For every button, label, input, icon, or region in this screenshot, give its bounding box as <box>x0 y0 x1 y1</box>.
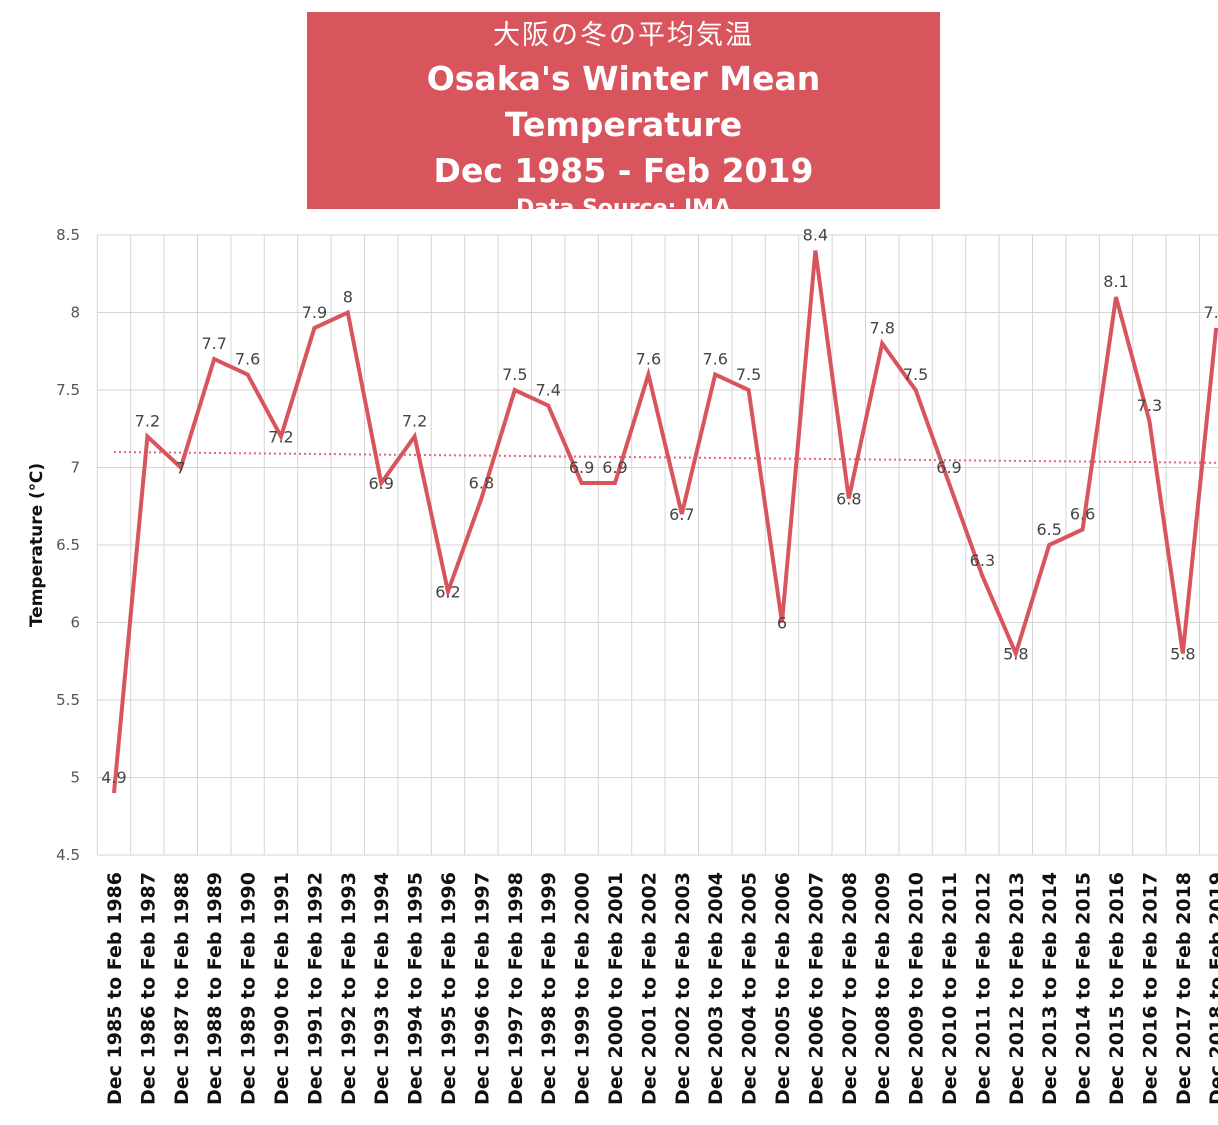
data-label: 7.9 <box>1203 303 1218 322</box>
x-tick-label: Dec 1995 to Feb 1996 <box>438 872 460 1105</box>
data-label: 6.9 <box>602 458 627 477</box>
x-tick-label: Dec 1993 to Feb 1994 <box>371 872 393 1105</box>
data-label: 7.6 <box>702 350 727 369</box>
data-label: 5.8 <box>1170 645 1195 664</box>
data-label: 8.4 <box>803 226 828 245</box>
x-tick-label: Dec 1987 to Feb 1988 <box>171 872 193 1105</box>
x-tick-label: Dec 2012 to Feb 2013 <box>1006 872 1028 1105</box>
data-label: 6.9 <box>368 474 393 493</box>
x-tick-label: Dec 1991 to Feb 1992 <box>304 872 326 1105</box>
x-tick-label: Dec 1990 to Feb 1991 <box>271 872 293 1105</box>
title-data-source: Data Source: JMA <box>515 196 732 221</box>
x-tick-label: Dec 1996 to Feb 1997 <box>471 872 493 1105</box>
y-tick-label: 6.5 <box>56 536 80 554</box>
data-label: 7.5 <box>502 365 527 384</box>
x-tick-label: Dec 1997 to Feb 1998 <box>505 872 527 1105</box>
x-tick-label: Dec 2006 to Feb 2007 <box>805 872 827 1105</box>
chart-grid <box>96 234 1218 856</box>
data-label: 6.8 <box>836 490 861 509</box>
x-tick-label: Dec 2004 to Feb 2005 <box>739 872 761 1105</box>
x-tick-label: Dec 2000 to Feb 2001 <box>605 872 627 1105</box>
x-tick-label: Dec 1986 to Feb 1987 <box>137 872 159 1105</box>
x-tick-label: Dec 2011 to Feb 2012 <box>972 872 994 1105</box>
y-tick-label: 8 <box>70 304 80 322</box>
x-tick-label: Dec 1994 to Feb 1995 <box>405 872 427 1105</box>
data-label: 6.2 <box>435 583 460 602</box>
x-tick-label: Dec 1992 to Feb 1993 <box>338 872 360 1105</box>
data-label: 7.2 <box>268 428 293 447</box>
y-tick-label: 7.5 <box>56 381 80 399</box>
data-label: 7.5 <box>903 365 928 384</box>
data-label: 7.6 <box>235 350 260 369</box>
data-label: 6.5 <box>1036 520 1061 539</box>
x-tick-label: Dec 2017 to Feb 2018 <box>1173 872 1195 1105</box>
x-tick-label: Dec 2002 to Feb 2003 <box>672 872 694 1105</box>
data-label: 6.9 <box>936 458 961 477</box>
data-label: 6 <box>777 614 787 633</box>
data-label: 8.1 <box>1103 272 1128 291</box>
data-label: 7 <box>176 459 186 478</box>
x-tick-label: Dec 1998 to Feb 1999 <box>538 872 560 1105</box>
data-label: 8 <box>343 288 353 307</box>
x-tick-label: Dec 1989 to Feb 1990 <box>238 872 260 1105</box>
data-label: 5.8 <box>1003 645 1028 664</box>
title-japanese: 大阪の冬の平均気温 <box>493 20 754 51</box>
x-tick-label: Dec 2001 to Feb 2002 <box>638 872 660 1105</box>
data-label: 7.6 <box>636 350 661 369</box>
data-label: 6.3 <box>970 551 995 570</box>
data-label: 7.7 <box>201 334 226 353</box>
y-tick-label: 5.5 <box>56 691 80 709</box>
y-axis-label: Temperature (℃) <box>27 463 47 627</box>
x-tick-label: Dec 2005 to Feb 2006 <box>772 872 794 1105</box>
title-english: Osaka's Winter Mean Temperature <box>426 59 821 144</box>
x-tick-label: Dec 2015 to Feb 2016 <box>1106 872 1128 1105</box>
x-tick-label: Dec 2010 to Feb 2011 <box>939 872 961 1105</box>
data-label: 6.9 <box>569 458 594 477</box>
x-tick-label: Dec 1988 to Feb 1989 <box>204 872 226 1105</box>
data-label: 7.8 <box>869 319 894 338</box>
y-tick-label: 6 <box>70 614 80 632</box>
series-polyline <box>112 250 1218 794</box>
y-tick-label: 5 <box>70 769 80 787</box>
x-tick-label: Dec 2014 to Feb 2015 <box>1073 872 1095 1105</box>
data-label: 7.9 <box>302 303 327 322</box>
data-label: 7.5 <box>736 365 761 384</box>
data-label: 7.2 <box>135 412 160 431</box>
y-axis-ticks: 4.5 5 5.5 6 6.5 7 7.5 8 8.5 <box>56 226 80 864</box>
x-tick-label: Dec 2013 to Feb 2014 <box>1039 872 1061 1105</box>
x-tick-label: Dec 1985 to Feb 1986 <box>104 872 126 1105</box>
title-editor: Edited by @KiryeNet <box>495 225 752 250</box>
data-labels: 4.9 7.2 7 7.7 7.6 7.2 7.9 8 6.9 7.2 6.2 6.8 7.5 7.4 6.… <box>101 226 1218 788</box>
data-label: 6.6 <box>1070 505 1095 524</box>
data-label: 4.9 <box>101 768 126 787</box>
data-label: 6.7 <box>669 505 694 524</box>
y-tick-label: 7 <box>70 459 80 477</box>
trendline <box>113 451 1218 464</box>
y-tick-label: 8.5 <box>56 226 80 244</box>
x-axis-ticks: Dec 1985 to Feb 1986 Dec 1986 to Feb 1987… <box>104 872 1218 1105</box>
data-label: 6.8 <box>469 474 494 493</box>
x-tick-label: Dec 2008 to Feb 2009 <box>872 872 894 1105</box>
series-line <box>112 250 1218 794</box>
x-tick-label: Dec 2007 to Feb 2008 <box>839 872 861 1105</box>
chart-title-box: 大阪の冬の平均気温 Osaka's Winter Mean Temperatur… <box>307 12 940 250</box>
y-tick-label: 4.5 <box>56 846 80 864</box>
x-tick-label: Dec 2009 to Feb 2010 <box>906 872 928 1105</box>
data-label: 7.3 <box>1137 396 1162 415</box>
x-tick-label: Dec 2003 to Feb 2004 <box>705 872 727 1105</box>
x-tick-label: Dec 1999 to Feb 2000 <box>572 872 594 1105</box>
title-date-range: Dec 1985 - Feb 2019 <box>433 151 814 190</box>
x-tick-label: Dec 2016 to Feb 2017 <box>1139 872 1161 1105</box>
x-tick-label: Dec 2018 to Feb 2019 <box>1206 872 1218 1105</box>
data-label: 7.4 <box>535 381 560 400</box>
trendline-dotted <box>113 451 1218 464</box>
data-label: 7.2 <box>402 412 427 431</box>
